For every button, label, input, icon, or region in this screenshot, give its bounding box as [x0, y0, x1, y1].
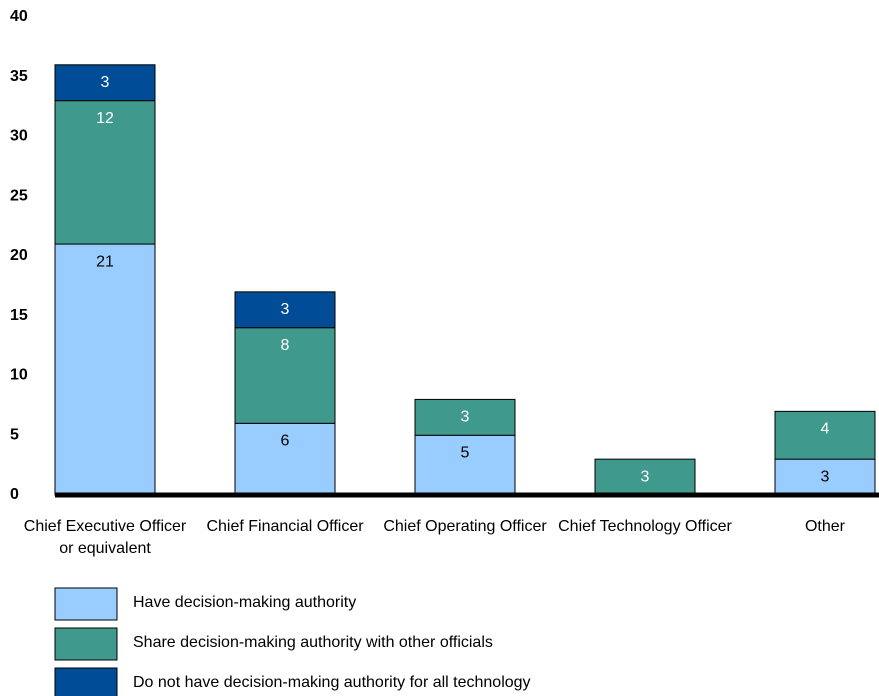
- bar-segment: [234, 327, 336, 424]
- data-label: 5: [461, 444, 470, 461]
- data-label: 3: [461, 409, 470, 426]
- y-tick-label: 35: [10, 68, 28, 85]
- y-tick-label: 25: [10, 187, 28, 204]
- data-label: 3: [281, 301, 290, 318]
- data-label: 3: [821, 468, 830, 485]
- data-label: 8: [281, 337, 290, 354]
- bar-segment: [774, 410, 876, 460]
- x-tick-label: Other: [804, 518, 845, 535]
- y-tick-label: 10: [10, 367, 28, 384]
- bar-segment: [54, 243, 156, 496]
- y-tick-label: 30: [10, 128, 28, 145]
- bar-segment: [414, 434, 516, 496]
- bar-segment: [414, 398, 516, 436]
- legend-label: Share decision-making authority with oth…: [133, 634, 493, 651]
- y-tick-label: 15: [10, 307, 28, 324]
- y-tick-label: 5: [10, 426, 19, 443]
- data-label: 21: [96, 253, 114, 270]
- legend-label: Do not have decision-making authority fo…: [133, 674, 531, 691]
- data-label: 12: [96, 110, 114, 127]
- x-tick-label: Chief Financial Officer: [206, 518, 364, 535]
- data-label: 4: [821, 421, 830, 438]
- legend-swatch: [54, 587, 118, 621]
- y-tick-label: 40: [10, 8, 28, 25]
- bar-segment: [234, 291, 336, 329]
- bar-segment: [594, 458, 696, 496]
- y-tick-label: 20: [10, 247, 28, 264]
- legend-label: Have decision-making authority: [133, 594, 356, 611]
- legend-swatch: [54, 627, 118, 661]
- x-tick-label: Chief Operating Officer: [383, 518, 547, 535]
- x-tick-label: Chief Technology Officer: [558, 518, 732, 535]
- x-tick-label: Chief Executive Officer or equivalent: [23, 518, 187, 557]
- bar-segment: [54, 100, 156, 245]
- y-tick-label: 0: [10, 486, 19, 503]
- data-label: 6: [281, 433, 290, 450]
- data-label: 3: [641, 468, 650, 485]
- data-label: 3: [101, 74, 110, 91]
- bar-segment: [54, 64, 156, 102]
- legend-swatch: [54, 667, 118, 696]
